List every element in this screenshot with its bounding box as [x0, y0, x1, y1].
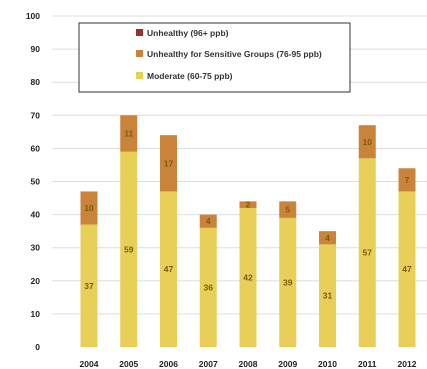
y-tick-label: 100 — [26, 11, 40, 21]
data-label-moderate: 57 — [363, 248, 373, 258]
legend-swatch-unhealthy — [136, 29, 143, 36]
bar-sensitive — [80, 191, 98, 225]
legend: Unhealthy (96+ ppb) Unhealthy for Sensit… — [78, 22, 351, 93]
data-label-moderate: 31 — [323, 291, 333, 301]
bars — [80, 115, 416, 347]
bar-moderate — [120, 151, 138, 347]
bar-moderate — [279, 217, 297, 347]
data-label-moderate: 47 — [164, 264, 174, 274]
x-tick-label: 2007 — [199, 359, 218, 369]
y-tick-label: 50 — [31, 177, 41, 187]
y-axis: 0 10 20 30 40 50 60 70 80 90 100 — [26, 11, 40, 352]
data-label-sensitive: 4 — [325, 233, 330, 243]
data-label-moderate: 47 — [402, 264, 412, 274]
bar-moderate — [398, 191, 416, 347]
legend-label-sensitive: Unhealthy for Sensitive Groups (76-95 pp… — [147, 49, 322, 59]
legend-swatch-sensitive — [136, 50, 143, 57]
legend-label-unhealthy: Unhealthy (96+ ppb) — [147, 28, 229, 38]
data-label-moderate: 37 — [84, 281, 94, 291]
bar-sensitive — [358, 125, 376, 159]
y-tick-label: 80 — [31, 77, 41, 87]
bar-moderate — [319, 244, 336, 347]
bar-moderate — [199, 227, 217, 347]
bar-sensitive — [160, 135, 177, 192]
x-axis: 2004 2005 2006 2007 2008 2009 2010 2011 2012 — [80, 359, 417, 369]
x-tick-label: 2012 — [398, 359, 417, 369]
data-label-sensitive: 10 — [84, 203, 94, 213]
y-tick-label: 10 — [31, 309, 41, 319]
bar-moderate — [80, 224, 98, 347]
data-label-sensitive: 7 — [405, 175, 410, 185]
y-tick-label: 30 — [31, 243, 41, 253]
x-tick-label: 2009 — [278, 359, 297, 369]
legend-label-moderate: Moderate (60-75 ppb) — [147, 71, 233, 81]
x-tick-label: 2010 — [318, 359, 337, 369]
bar-sensitive — [398, 168, 416, 192]
data-label-sensitive: 11 — [124, 129, 133, 139]
x-tick-label: 2004 — [80, 359, 99, 369]
bar-moderate — [358, 158, 376, 347]
bar-moderate — [239, 207, 257, 347]
data-label-moderate: 36 — [204, 282, 214, 292]
x-tick-label: 2005 — [119, 359, 138, 369]
legend-box — [78, 22, 351, 93]
data-label-sensitive: 2 — [246, 200, 251, 210]
data-labels: 37 10 59 11 47 17 36 4 42 2 39 5 31 4 57 10 47 7 — [84, 129, 412, 301]
bar-sensitive — [319, 231, 336, 245]
x-tick-label: 2008 — [239, 359, 258, 369]
x-tick-label: 2006 — [159, 359, 178, 369]
data-label-sensitive: 4 — [206, 216, 211, 226]
y-tick-label: 90 — [31, 44, 41, 54]
bar-sensitive — [279, 201, 297, 218]
y-tick-label: 0 — [35, 342, 40, 352]
data-label-moderate: 39 — [283, 277, 293, 287]
y-tick-label: 70 — [31, 110, 41, 120]
data-label-sensitive: 5 — [285, 205, 290, 215]
y-tick-label: 20 — [31, 276, 41, 286]
bar-sensitive — [120, 115, 138, 152]
legend-swatch-moderate — [136, 72, 143, 79]
data-label-sensitive: 17 — [164, 158, 174, 168]
data-label-moderate: 59 — [124, 244, 134, 254]
bar-sensitive — [239, 201, 257, 208]
bar-moderate — [160, 191, 177, 347]
data-label-moderate: 42 — [243, 272, 253, 282]
y-tick-label: 60 — [31, 143, 41, 153]
x-tick-label: 2011 — [358, 359, 377, 369]
y-tick-label: 40 — [31, 210, 41, 220]
bar-sensitive — [199, 214, 217, 228]
data-label-sensitive: 10 — [363, 137, 373, 147]
